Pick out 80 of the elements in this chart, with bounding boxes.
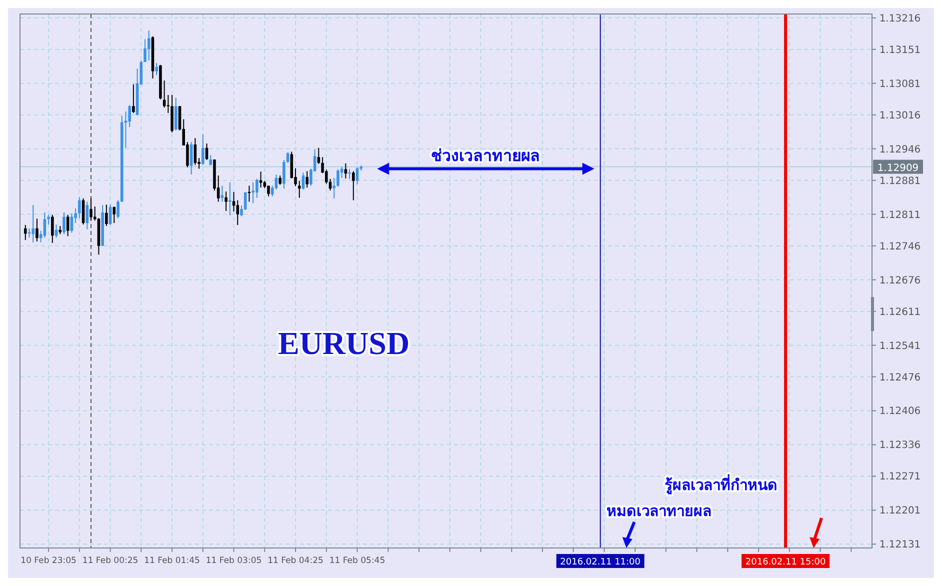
- candlestick: [220, 185, 224, 202]
- candlestick: [232, 192, 236, 212]
- candlestick: [128, 104, 131, 128]
- candlestick: [267, 185, 270, 197]
- candlestick: [190, 142, 193, 176]
- candlestick: [155, 62, 158, 76]
- annotation: EURUSD: [278, 325, 410, 361]
- candlestick: [352, 170, 355, 201]
- candlestick: [344, 162, 348, 179]
- candlestick: [209, 154, 212, 166]
- candlestick: [348, 168, 351, 180]
- x-tick-label: 11 Feb 04:25: [268, 556, 324, 566]
- candlestick: [43, 212, 46, 238]
- x-tick-label: 11 Feb 01:45: [144, 556, 200, 566]
- candlestick: [356, 166, 359, 185]
- y-tick-label: 1.12201: [879, 506, 921, 517]
- candlestick: [298, 180, 301, 198]
- candlestick: [248, 185, 251, 202]
- candlestick: [144, 38, 146, 63]
- candlestick: [282, 159, 286, 190]
- candlestick: [252, 182, 254, 204]
- y-tick-label: 1.12811: [879, 210, 921, 221]
- y-tick-label: 1.12676: [879, 275, 921, 286]
- candlestick: [66, 214, 70, 237]
- candlestick: [24, 224, 27, 241]
- candlestick: [224, 191, 228, 212]
- candlestick: [278, 175, 282, 186]
- candlestick: [166, 94, 170, 114]
- candlestick: [90, 197, 92, 221]
- candlestick: [306, 170, 308, 188]
- candlestick: [317, 147, 320, 164]
- candlestick: [62, 212, 66, 235]
- candlestick: [116, 200, 120, 219]
- candlestick: [70, 212, 74, 234]
- candlestick: [112, 206, 116, 224]
- y-tick-label: 1.13151: [879, 44, 921, 56]
- y-tick-label: 1.12746: [879, 241, 921, 252]
- candlestick: [86, 201, 89, 230]
- candlestick: [174, 97, 178, 131]
- candlestick: [147, 30, 150, 62]
- y-tick-label: 1.12336: [879, 440, 921, 452]
- candlestick: [82, 198, 85, 225]
- candlestick: [132, 84, 135, 114]
- candlestick: [202, 134, 204, 166]
- x-tick-label: 11 Feb 03:05: [206, 556, 262, 566]
- ref-line-label: 2016.02.11 15:00: [745, 558, 826, 568]
- candlestick: [332, 177, 336, 199]
- annotation: หมดเวลาทายผล: [606, 502, 712, 520]
- x-tick-label: 11 Feb 00:25: [82, 556, 138, 566]
- x-tick-label: 10 Feb 23:05: [20, 556, 76, 566]
- candlestick: [47, 214, 50, 225]
- y-tick-label: 1.13216: [879, 13, 921, 24]
- y-tick-label: 1.12271: [879, 472, 921, 483]
- candlestick: [256, 178, 258, 198]
- y-tick-label: 1.12881: [879, 176, 921, 187]
- ref-line-label: 2016.02.11 11:00: [560, 558, 641, 568]
- candlestick: [51, 214, 54, 244]
- candlestick: [78, 196, 81, 219]
- annotation: ช่วงเวลาทายผล: [431, 146, 540, 165]
- y-tick-label: 1.12611: [879, 306, 921, 318]
- candlestick: [36, 218, 38, 242]
- candlestick: [286, 152, 290, 164]
- candlestick: [108, 204, 112, 226]
- candlestick: [194, 138, 197, 166]
- y-tick-label: 1.12406: [879, 406, 921, 418]
- ref-line-label: 1.12909: [877, 162, 919, 174]
- candlestick: [336, 168, 340, 188]
- y-tick-label: 1.12476: [879, 372, 921, 384]
- y-tick-label: 1.13016: [879, 110, 921, 122]
- y-tick-label: 1.12541: [879, 340, 921, 352]
- candlestick: [105, 204, 108, 226]
- candlestick: [28, 228, 31, 238]
- candlestick: [32, 204, 35, 243]
- y-tick-label: 1.13081: [879, 78, 921, 90]
- candlestick: [259, 171, 262, 188]
- annotation: รู้ผลเวลาที่กำหนด: [664, 474, 778, 495]
- candlestick: [228, 182, 232, 216]
- y-tick-label: 1.12946: [879, 144, 921, 156]
- y-tick-label: 1.12131: [879, 540, 921, 551]
- x-tick-label: 11 Feb 05:45: [329, 556, 386, 566]
